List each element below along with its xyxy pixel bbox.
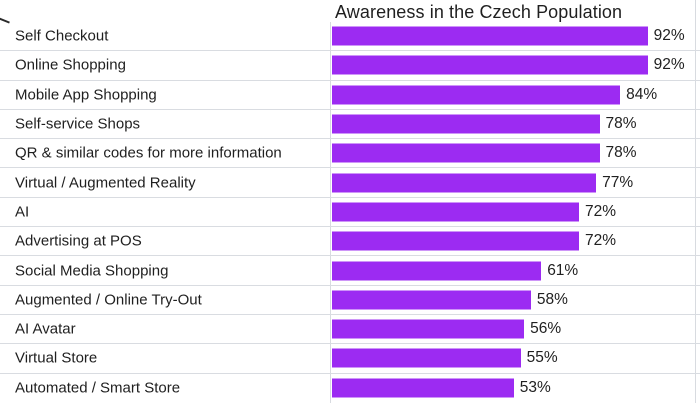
- category-label: AI: [15, 203, 30, 221]
- table-row: Automated / Smart Store 53%: [0, 374, 700, 403]
- table-row: AI Avatar 56%: [0, 315, 700, 345]
- category-label: Self-service Shops: [15, 115, 141, 133]
- value-label: 72%: [585, 232, 617, 250]
- category-label: Virtual Store: [15, 349, 98, 367]
- bar: [332, 319, 525, 339]
- bar-rows: Self Checkout 92% Online Shopping 92% Mo…: [0, 22, 700, 403]
- value-label: 84%: [626, 85, 658, 103]
- table-row: Augmented / Online Try-Out 58%: [0, 286, 700, 315]
- table-row: AI 72%: [0, 198, 700, 228]
- bar: [332, 114, 600, 134]
- category-label: Advertising at POS: [15, 232, 142, 250]
- table-row: Self-service Shops 78%: [0, 110, 700, 140]
- table-row: Virtual / Augmented Reality 77%: [0, 168, 700, 198]
- value-label: 92%: [653, 56, 685, 74]
- value-label: 77%: [602, 173, 634, 191]
- chart-title: Awareness in the Czech Population: [335, 2, 623, 22]
- bar: [332, 143, 600, 163]
- bar: [332, 55, 648, 75]
- bar: [332, 378, 514, 398]
- table-row: Virtual Store 55%: [0, 344, 700, 374]
- value-label: 78%: [605, 144, 637, 162]
- bar: [332, 348, 521, 368]
- table-row: Self Checkout 92%: [0, 22, 700, 52]
- category-label: Self Checkout: [15, 27, 109, 45]
- table-row: Social Media Shopping 61%: [0, 256, 700, 286]
- bar: [332, 290, 531, 310]
- category-label: QR & similar codes for more information: [15, 144, 282, 162]
- value-label: 61%: [547, 261, 579, 279]
- bar: [332, 85, 621, 105]
- category-label: Augmented / Online Try-Out: [15, 291, 202, 309]
- value-label: 92%: [653, 27, 685, 45]
- table-row: Advertising at POS 72%: [0, 227, 700, 257]
- table-row: QR & similar codes for more information …: [0, 139, 700, 169]
- category-label: Automated / Smart Store: [15, 379, 181, 397]
- value-label: 78%: [605, 115, 637, 133]
- value-label: 55%: [526, 349, 558, 367]
- bar: [332, 261, 542, 281]
- category-label: Mobile App Shopping: [15, 86, 157, 104]
- table-row: Online Shopping 92%: [0, 51, 700, 81]
- bar: [332, 202, 579, 222]
- bar: [332, 231, 579, 251]
- chart-right-border: [695, 0, 696, 403]
- value-label: 58%: [536, 290, 568, 308]
- value-label: 56%: [530, 320, 562, 338]
- bar: [332, 26, 648, 46]
- y-axis-line: [330, 22, 331, 403]
- table-row: Mobile App Shopping 84%: [0, 81, 700, 110]
- category-label: AI Avatar: [15, 320, 76, 338]
- category-label: Virtual / Augmented Reality: [15, 174, 196, 192]
- bar: [332, 173, 597, 193]
- category-label: Social Media Shopping: [15, 262, 169, 280]
- category-label: Online Shopping: [15, 56, 126, 74]
- value-label: 53%: [519, 379, 551, 397]
- value-label: 72%: [585, 202, 617, 220]
